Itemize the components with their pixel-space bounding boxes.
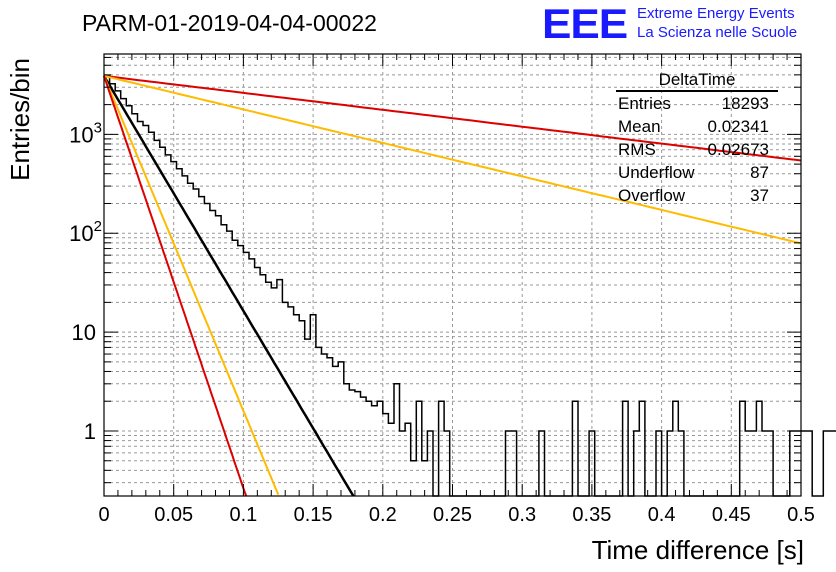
stats-value: 0.02341 <box>707 117 769 136</box>
y-tick-label: 10 <box>72 320 96 345</box>
x-tick-labels: 0 0.05 0.1 0.15 0.2 0.25 0.3 0.35 0.4 0.45 0.5 <box>98 504 814 526</box>
x-tick-label: 0 <box>98 504 109 526</box>
stats-row-mean: Mean 0.02341 <box>614 115 778 138</box>
stats-box: DeltaTime Entries 18293 Mean 0.02341 RMS… <box>614 70 778 207</box>
fit-curve-1 <box>102 75 355 497</box>
x-axis-label: Time difference [s] <box>591 535 804 565</box>
fit-curve-3 <box>103 74 802 245</box>
y-tick-label: 102 <box>69 218 102 246</box>
y-tick-label: 1 <box>84 419 96 444</box>
x-tick-label: 0.3 <box>508 504 536 526</box>
y-axis-label: Entries/bin <box>5 58 35 181</box>
histogram <box>104 75 836 497</box>
stats-label: Overflow <box>618 186 686 205</box>
stats-row-rms: RMS 0.02673 <box>614 138 778 161</box>
stats-label: RMS <box>618 140 656 159</box>
stats-row-entries: Entries 18293 <box>614 92 778 115</box>
axis-ticks <box>103 54 802 496</box>
stats-value: 37 <box>750 186 769 205</box>
x-tick-label: 0.45 <box>712 504 751 526</box>
x-tick-label: 0.25 <box>433 504 472 526</box>
fit-curve-4 <box>103 75 280 495</box>
x-tick-label: 0.5 <box>787 504 815 526</box>
stats-row-underflow: Underflow 87 <box>614 161 778 184</box>
x-tick-label: 0.1 <box>229 504 257 526</box>
x-tick-label: 0.35 <box>572 504 611 526</box>
stats-label: Entries <box>618 94 671 113</box>
stats-value: 18293 <box>721 94 769 113</box>
x-tick-label: 0.2 <box>369 504 397 526</box>
stats-value: 0.02673 <box>707 140 769 159</box>
logo-caption-line1: Extreme Energy Events <box>637 5 795 22</box>
fit-curve-5 <box>103 75 248 497</box>
stats-label: Mean <box>618 117 661 136</box>
x-tick-label: 0.15 <box>294 504 333 526</box>
y-axis-label-box: Entries/bin <box>5 58 35 184</box>
chart-title: PARM-01-2019-04-04-00022 <box>82 10 377 36</box>
eee-logo: EEE <box>542 0 628 47</box>
stats-title: DeltaTime <box>616 70 778 92</box>
logo-caption-line2: La Scienza nelle Scuole <box>637 24 798 41</box>
logo-caption: Extreme Energy Events La Scienza nelle S… <box>637 4 797 42</box>
fit-curves <box>102 74 802 497</box>
x-tick-label: 0.05 <box>154 504 193 526</box>
grid-lines <box>104 54 801 496</box>
stats-value: 87 <box>750 163 769 182</box>
y-tick-labels: 1 10 102 103 <box>69 119 102 444</box>
fit-curve-2 <box>103 74 802 162</box>
y-tick-label: 103 <box>69 119 102 147</box>
x-tick-label: 0.4 <box>648 504 676 526</box>
stats-label: Underflow <box>618 163 695 182</box>
stats-row-overflow: Overflow 37 <box>614 184 778 207</box>
histogram-outline <box>104 75 836 497</box>
